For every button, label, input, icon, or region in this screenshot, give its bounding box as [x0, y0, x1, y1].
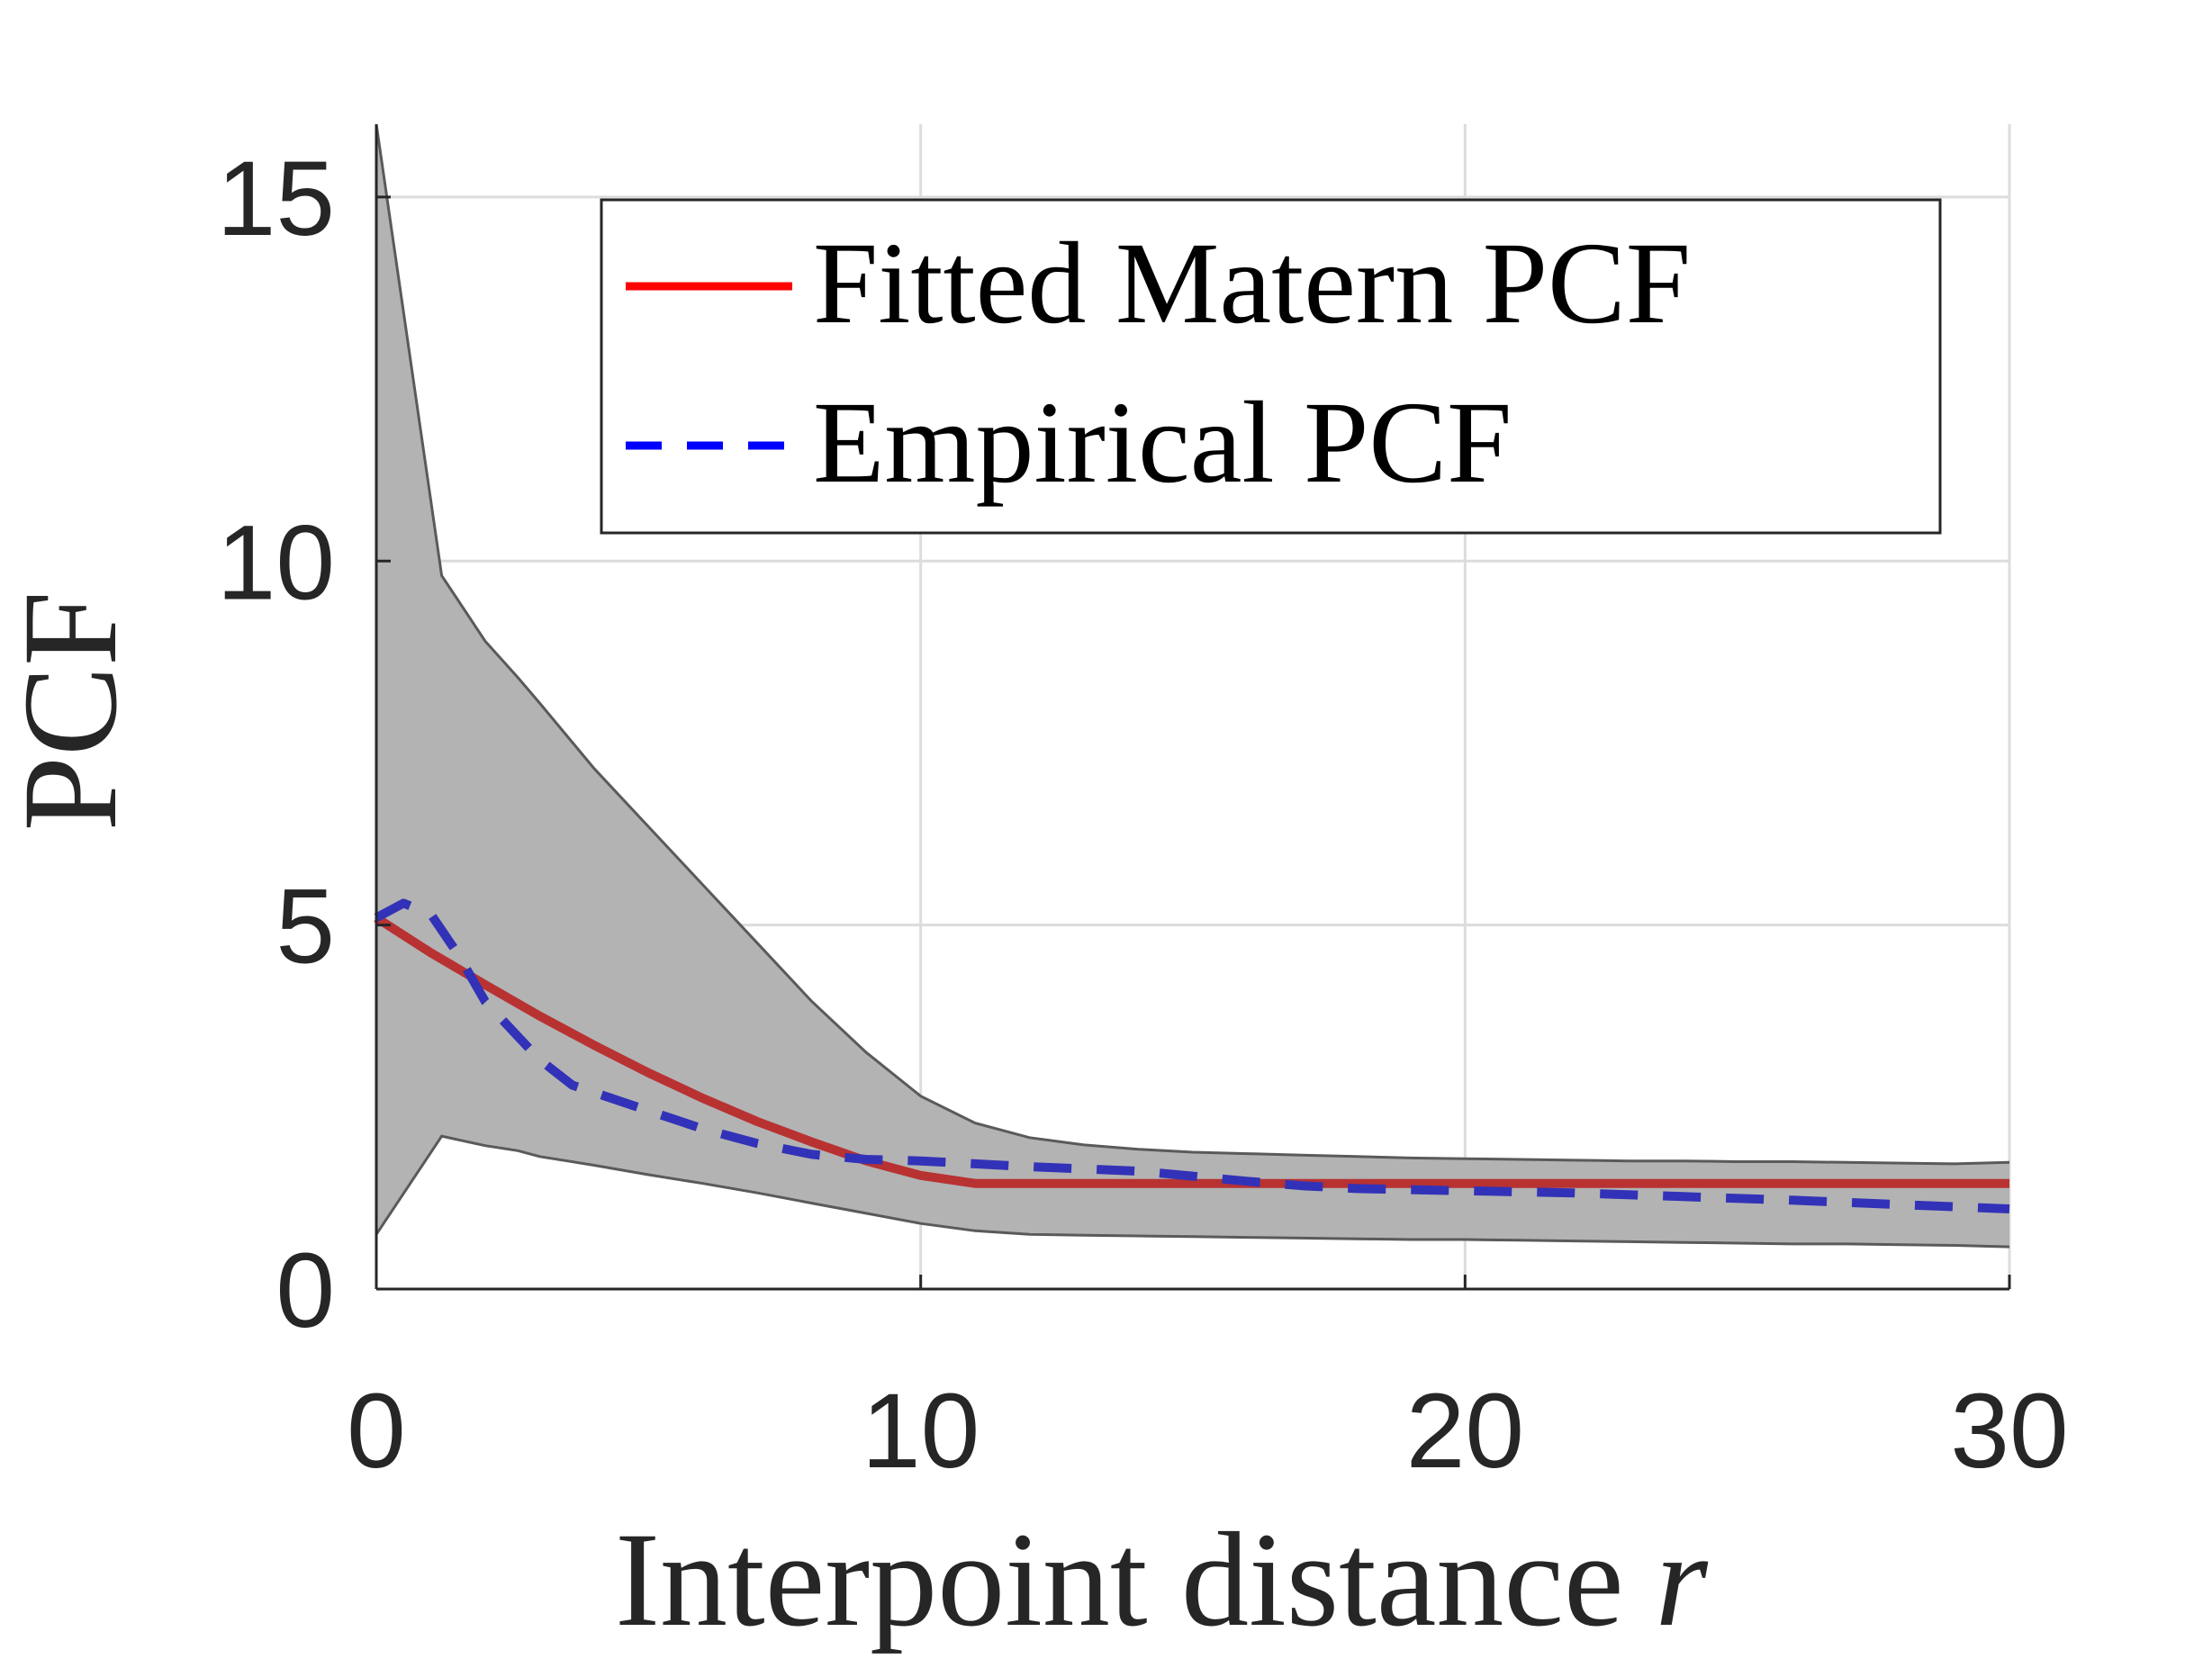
x-tick-label-10: 10	[862, 1372, 980, 1491]
tick-labels: 0 10 20 30 0 5 10 15	[217, 140, 2069, 1491]
y-tick-label-0: 0	[275, 1231, 335, 1350]
series-line-empirical	[374, 898, 2010, 1213]
y-tick-label-15: 15	[217, 140, 335, 258]
legend: Fitted Matern PCF Empirical PCF	[600, 198, 1942, 535]
y-tick-label-10: 10	[217, 503, 335, 622]
x-axis-variable: r	[1656, 1505, 1709, 1654]
y-axis-label: PCF	[0, 591, 145, 832]
band-lower-edge	[375, 1134, 2010, 1249]
series-layer	[374, 898, 2010, 1213]
x-tick-label-30: 30	[1950, 1372, 2068, 1491]
x-tick-label-0: 0	[347, 1372, 406, 1491]
confidence-band-layer	[375, 123, 2010, 1249]
legend-label-fitted: Fitted Matern PCF	[813, 219, 1691, 348]
legend-label-empirical: Empirical PCF	[813, 378, 1512, 508]
legend-box	[600, 198, 1942, 535]
axes	[375, 124, 2011, 1291]
x-axis-label: Interpoint distance r	[615, 1505, 1708, 1654]
y-tick-label-5: 5	[275, 868, 335, 987]
x-tick-label-20: 20	[1406, 1372, 1524, 1491]
series-line-fitted-matern	[374, 914, 2009, 1188]
confidence-band	[376, 124, 2009, 1248]
band-upper-edge	[375, 123, 2010, 1166]
